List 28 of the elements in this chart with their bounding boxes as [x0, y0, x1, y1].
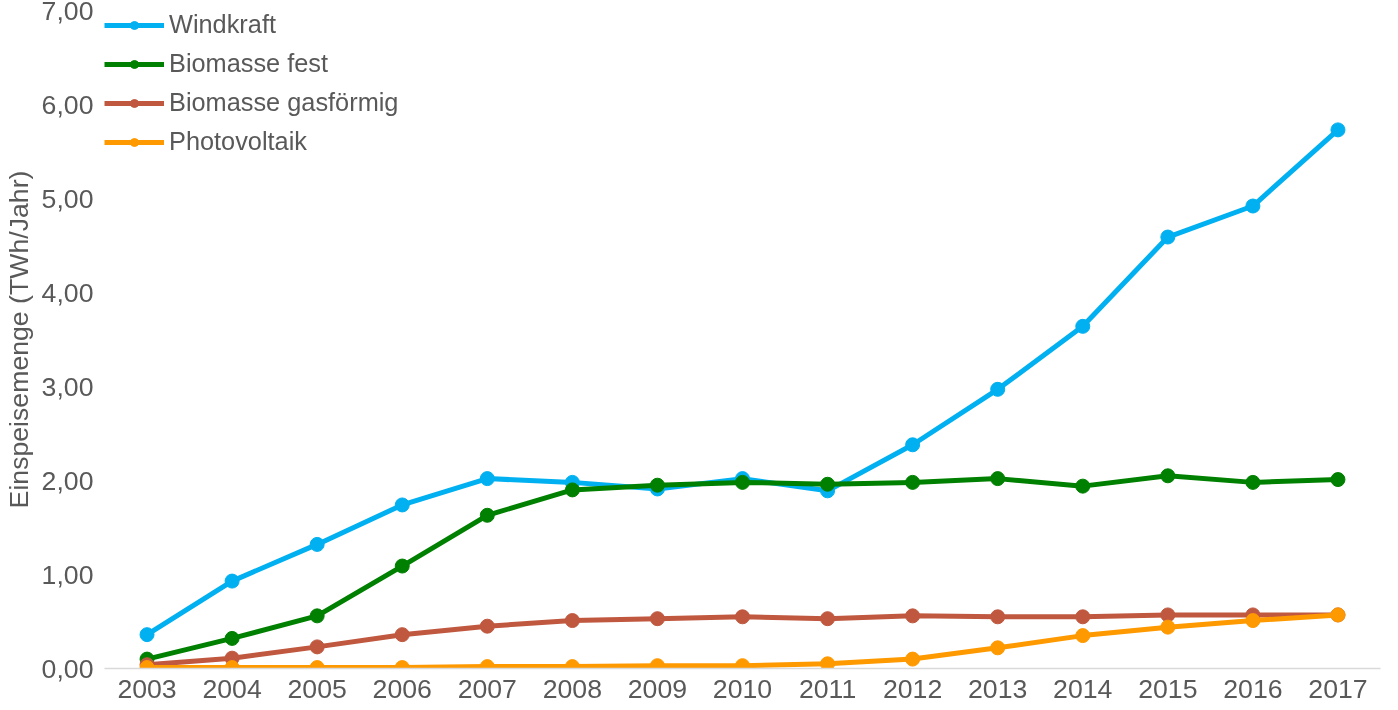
x-tick-label: 2017 [1308, 673, 1368, 704]
y-tick-label: 5,00 [41, 183, 94, 214]
legend-label: Windkraft [169, 10, 276, 39]
x-tick-label: 2014 [1053, 673, 1113, 704]
legend-label: Photovoltaik [169, 127, 307, 156]
x-tick-label: 2012 [882, 673, 943, 704]
x-tick-label: 2006 [372, 673, 432, 704]
x-tick-label: 2003 [117, 673, 177, 704]
y-tick-label: 7,00 [41, 0, 94, 26]
y-tick-label: 1,00 [41, 559, 94, 590]
x-tick-label: 2015 [1138, 673, 1198, 704]
y-axis-title: Einspeisemenge (TWh/Jahr) [3, 170, 34, 509]
y-tick-label: 0,00 [41, 653, 94, 684]
x-tick-label: 2004 [202, 673, 262, 704]
x-tick-label: 2009 [627, 673, 688, 704]
y-tick-label: 2,00 [41, 465, 94, 496]
x-tick-label: 2011 [798, 673, 857, 704]
y-tick-label: 6,00 [41, 89, 94, 120]
x-tick-label: 2010 [712, 673, 773, 704]
x-tick-label: 2005 [287, 673, 347, 704]
x-tick-label: 2013 [968, 673, 1028, 704]
legend-label: Biomasse gasförmig [169, 88, 399, 117]
legend-label: Biomasse fest [169, 49, 329, 78]
x-tick-label: 2008 [542, 673, 603, 704]
x-tick-label: 2007 [457, 673, 517, 704]
y-tick-label: 4,00 [41, 277, 94, 308]
y-tick-label: 3,00 [41, 371, 94, 402]
x-tick-label: 2016 [1223, 673, 1283, 704]
